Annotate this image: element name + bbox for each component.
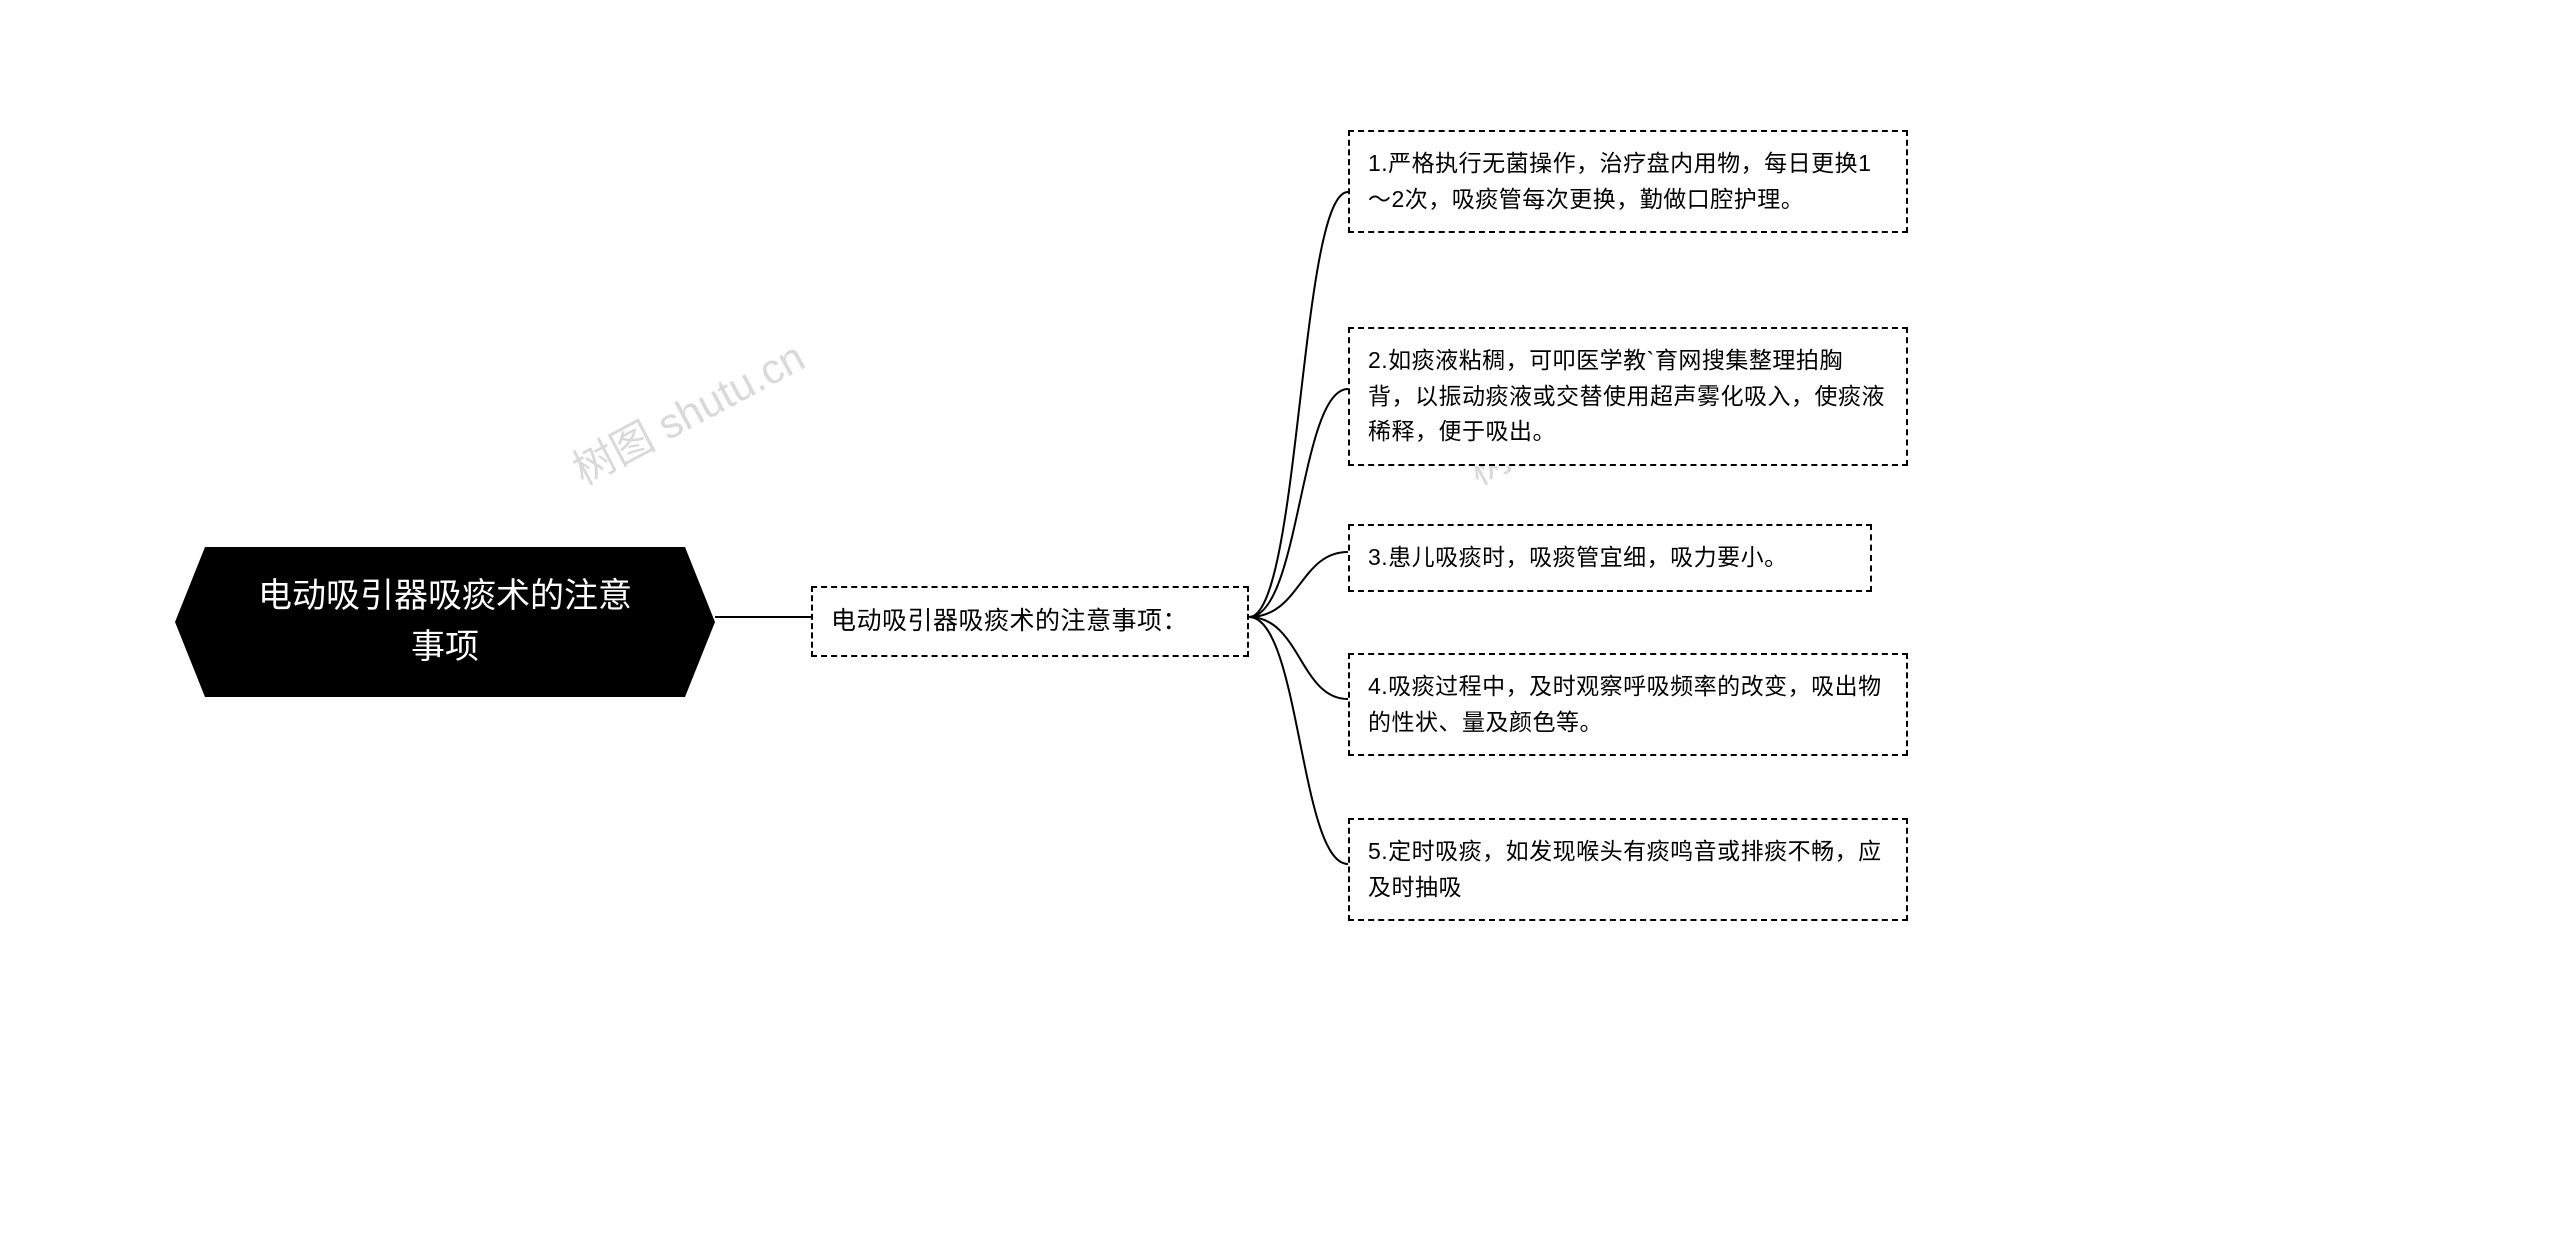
leaf-node-5: 5.定时吸痰，如发现喉头有痰鸣音或排痰不畅，应及时抽吸 [1348, 818, 1908, 921]
leaf-text: 3.患儿吸痰时，吸痰管宜细，吸力要小。 [1368, 544, 1788, 570]
watermark-1: 树图 shutu.cn [561, 324, 814, 497]
leaf-text: 2.如痰液粘稠，可叩医学教`育网搜集整理拍胸背，以振动痰液或交替使用超声雾化吸入… [1368, 347, 1885, 444]
leaf-text: 4.吸痰过程中，及时观察呼吸频率的改变，吸出物的性状、量及颜色等。 [1368, 673, 1882, 735]
level1-text: 电动吸引器吸痰术的注意事项： [831, 607, 1188, 635]
level1-node: 电动吸引器吸痰术的注意事项： [811, 586, 1249, 657]
leaf-text: 5.定时吸痰，如发现喉头有痰鸣音或排痰不畅，应及时抽吸 [1368, 838, 1882, 900]
leaf-text: 1.严格执行无菌操作，治疗盘内用物，每日更换1～2次，吸痰管每次更换，勤做口腔护… [1368, 150, 1871, 212]
root-line2: 事项 [411, 628, 479, 666]
leaf-node-1: 1.严格执行无菌操作，治疗盘内用物，每日更换1～2次，吸痰管每次更换，勤做口腔护… [1348, 130, 1908, 233]
diagram-canvas: 树图 shutu.cn 树图 shutu.cn 电动吸引器吸痰术的注意 事项 电… [0, 0, 2560, 1251]
leaf-node-3: 3.患儿吸痰时，吸痰管宜细，吸力要小。 [1348, 524, 1872, 592]
root-line1: 电动吸引器吸痰术的注意 [258, 577, 632, 615]
leaf-node-2: 2.如痰液粘稠，可叩医学教`育网搜集整理拍胸背，以振动痰液或交替使用超声雾化吸入… [1348, 327, 1908, 466]
leaf-node-4: 4.吸痰过程中，及时观察呼吸频率的改变，吸出物的性状、量及颜色等。 [1348, 653, 1908, 756]
root-node: 电动吸引器吸痰术的注意 事项 [175, 547, 715, 697]
